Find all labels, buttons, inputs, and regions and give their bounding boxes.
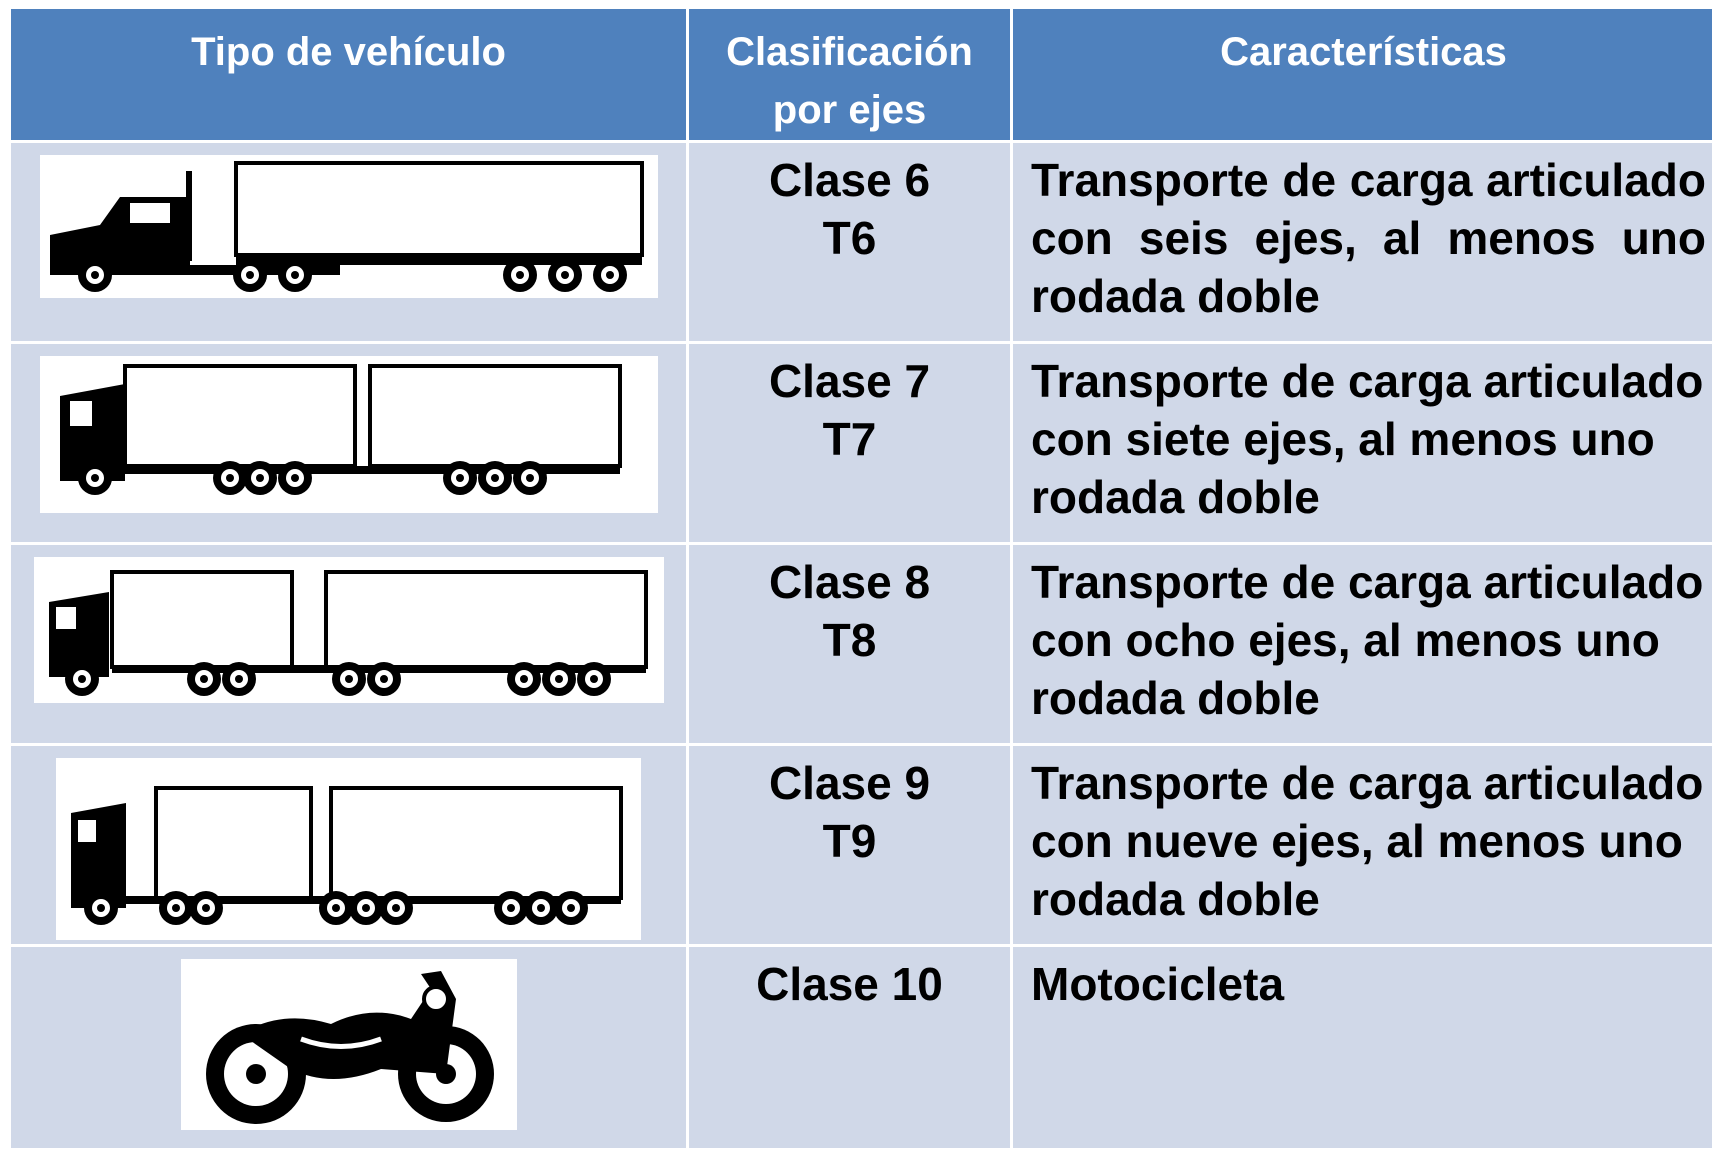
description-cell: Transporte de carga articulado con nueve… [1013, 746, 1712, 944]
class-label: Clase 10 [756, 958, 943, 1010]
class-cell: Clase 6 T6 [689, 143, 1010, 341]
description-cell: Motocicleta [1013, 947, 1712, 1148]
header-text: Clasificación por ejes [726, 30, 973, 132]
class-cell: Clase 7 T7 [689, 344, 1010, 542]
description-cell: Transporte de carga articulado con seis … [1013, 143, 1712, 341]
header-cell: Clasificación por ejes [689, 9, 1010, 140]
vehicle-table: Tipo de vehículo Clasificación por ejes … [11, 9, 1712, 1153]
truck-t7 [39, 356, 658, 513]
class-code: T9 [822, 815, 877, 867]
class-label: Clase 9 [768, 757, 931, 809]
class-label: Clase 7 [768, 355, 931, 407]
truck-t6 [39, 155, 658, 298]
image-cell [11, 545, 686, 743]
motorcycle [180, 959, 517, 1130]
description-cell: Transporte de carga articulado con siete… [1013, 344, 1712, 542]
description-cell: Transporte de carga articulado con ocho … [1013, 545, 1712, 743]
class-label: Clase 8 [768, 556, 931, 608]
class-cell: Clase 9 T9 [689, 746, 1010, 944]
image-cell [11, 746, 686, 944]
class-code: T7 [822, 413, 877, 465]
class-code: T8 [822, 614, 877, 666]
truck-t8 [33, 557, 664, 703]
header-cell: Características [1013, 9, 1712, 140]
image-cell [11, 947, 686, 1148]
class-cell: Clase 10 [689, 947, 1010, 1148]
truck-t9 [56, 758, 641, 940]
class-cell: Clase 8 T8 [689, 545, 1010, 743]
image-cell [11, 344, 686, 542]
class-code: T6 [822, 212, 877, 264]
header-cell: Tipo de vehículo [11, 9, 686, 140]
class-label: Clase 6 [768, 154, 931, 206]
image-cell [11, 143, 686, 341]
